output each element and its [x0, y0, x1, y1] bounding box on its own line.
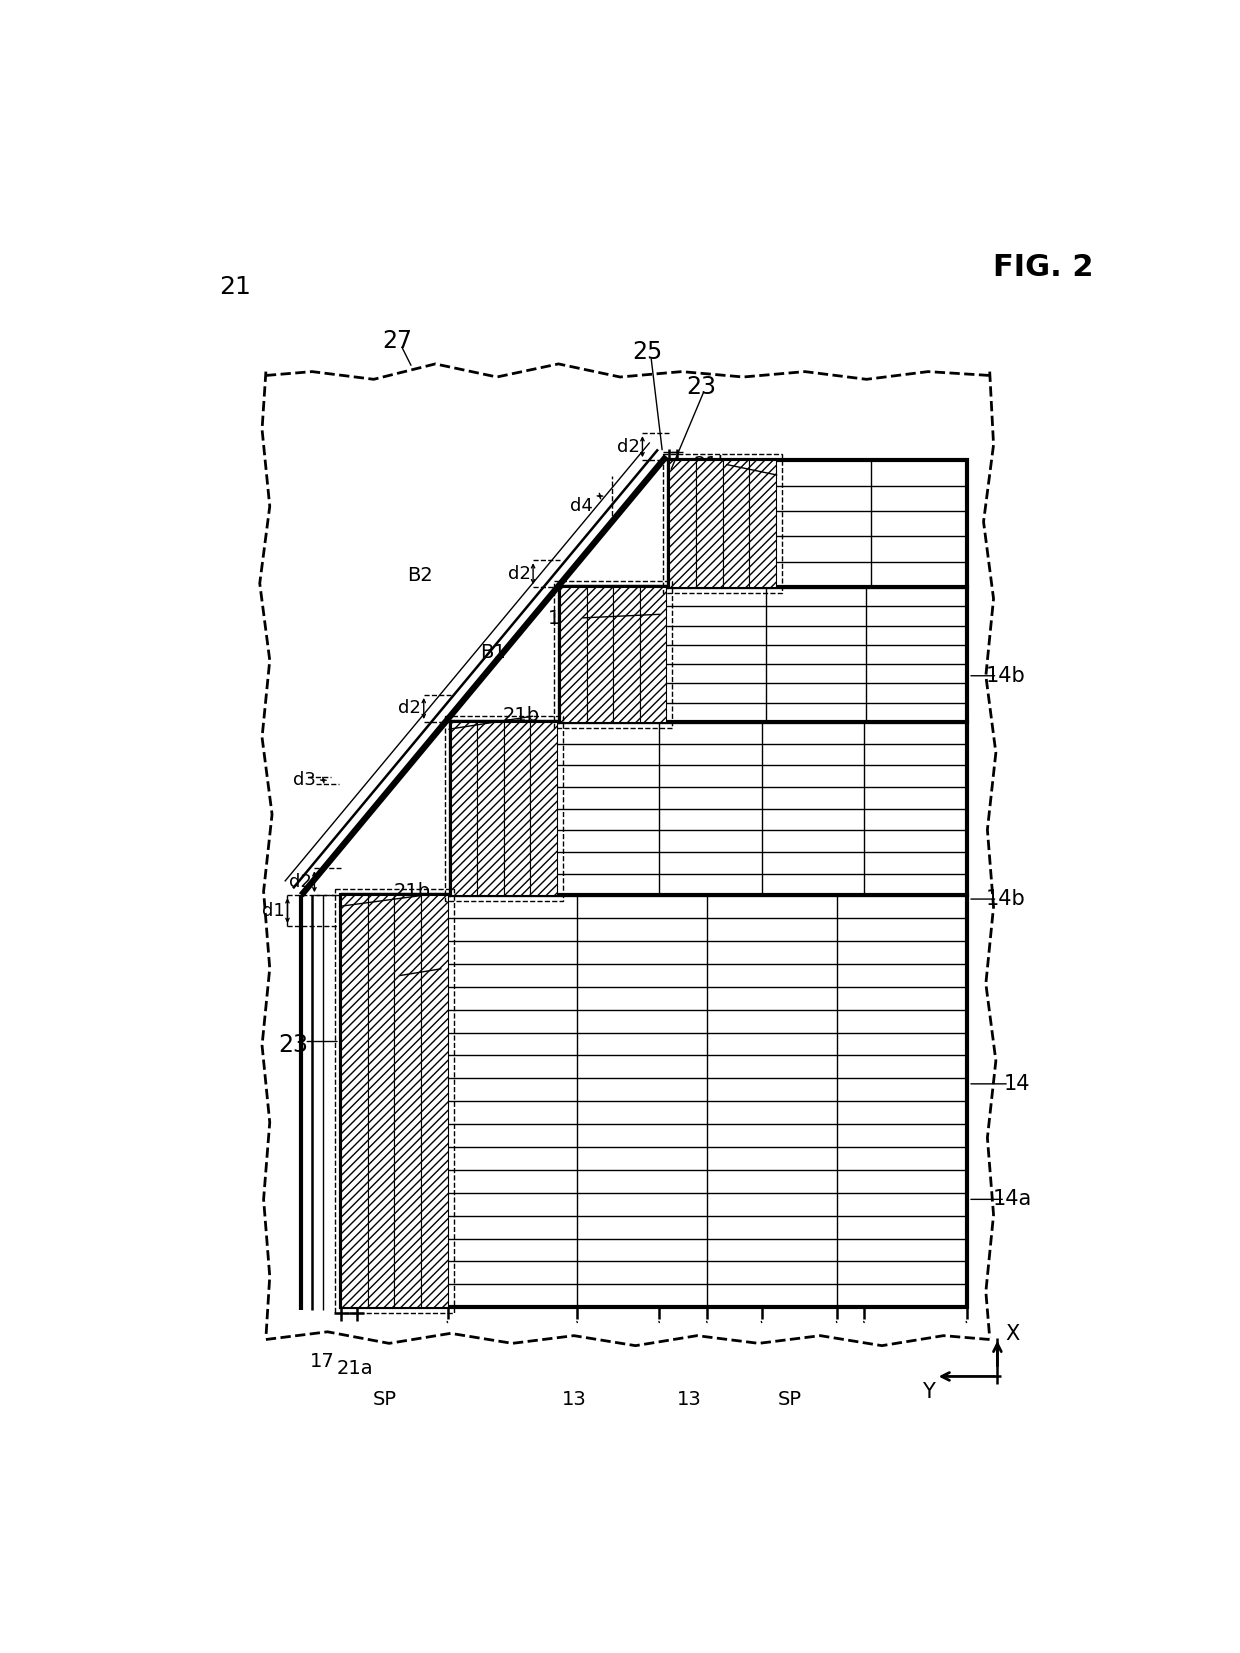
- Text: 14a: 14a: [993, 1190, 1033, 1210]
- Text: d2: d2: [398, 699, 422, 717]
- Text: SP: SP: [373, 1390, 397, 1408]
- Text: 21: 21: [219, 274, 250, 299]
- Text: 14b: 14b: [986, 889, 1025, 909]
- Text: d4: d4: [570, 498, 593, 516]
- Bar: [335, 889, 454, 1314]
- Text: 27: 27: [382, 329, 412, 352]
- Bar: [422, 896, 448, 1308]
- Bar: [723, 460, 749, 587]
- Text: 23: 23: [686, 375, 715, 398]
- Text: 21b: 21b: [393, 881, 430, 901]
- Bar: [696, 460, 723, 587]
- Text: 21a: 21a: [336, 1359, 373, 1379]
- Text: d1: d1: [262, 901, 285, 919]
- Text: 23: 23: [278, 1033, 308, 1058]
- Bar: [560, 587, 967, 722]
- Bar: [450, 722, 477, 896]
- Bar: [368, 896, 394, 1308]
- Text: 21b: 21b: [503, 706, 541, 726]
- Text: d2: d2: [618, 438, 640, 456]
- Bar: [670, 460, 967, 587]
- Text: B1: B1: [480, 643, 506, 663]
- Text: 13: 13: [562, 1390, 587, 1408]
- Text: 25: 25: [632, 341, 662, 364]
- Text: d2: d2: [289, 873, 312, 891]
- Bar: [587, 587, 613, 722]
- Bar: [477, 722, 503, 896]
- Bar: [341, 896, 368, 1308]
- Bar: [554, 582, 672, 727]
- Bar: [341, 896, 967, 1308]
- Bar: [560, 587, 587, 722]
- Text: 14: 14: [1003, 1074, 1030, 1094]
- Bar: [444, 716, 563, 901]
- Text: d3: d3: [293, 770, 316, 788]
- Text: Y: Y: [921, 1382, 935, 1402]
- Bar: [613, 587, 640, 722]
- Text: 13: 13: [677, 1390, 702, 1408]
- Text: 18b: 18b: [548, 608, 585, 628]
- Bar: [640, 587, 666, 722]
- Text: SP: SP: [777, 1390, 801, 1408]
- Text: 17: 17: [310, 1352, 335, 1370]
- Bar: [531, 722, 557, 896]
- Text: FIG. 2: FIG. 2: [993, 253, 1094, 283]
- Bar: [749, 460, 776, 587]
- Text: X: X: [1006, 1324, 1021, 1344]
- Bar: [503, 722, 531, 896]
- Text: 14b: 14b: [986, 666, 1025, 686]
- Text: 21b: 21b: [694, 455, 732, 473]
- Text: d2: d2: [508, 565, 531, 584]
- Text: B2: B2: [407, 567, 433, 585]
- Text: 18a: 18a: [363, 967, 399, 985]
- Bar: [450, 722, 967, 896]
- Bar: [670, 460, 696, 587]
- Bar: [394, 896, 422, 1308]
- Bar: [663, 455, 781, 593]
